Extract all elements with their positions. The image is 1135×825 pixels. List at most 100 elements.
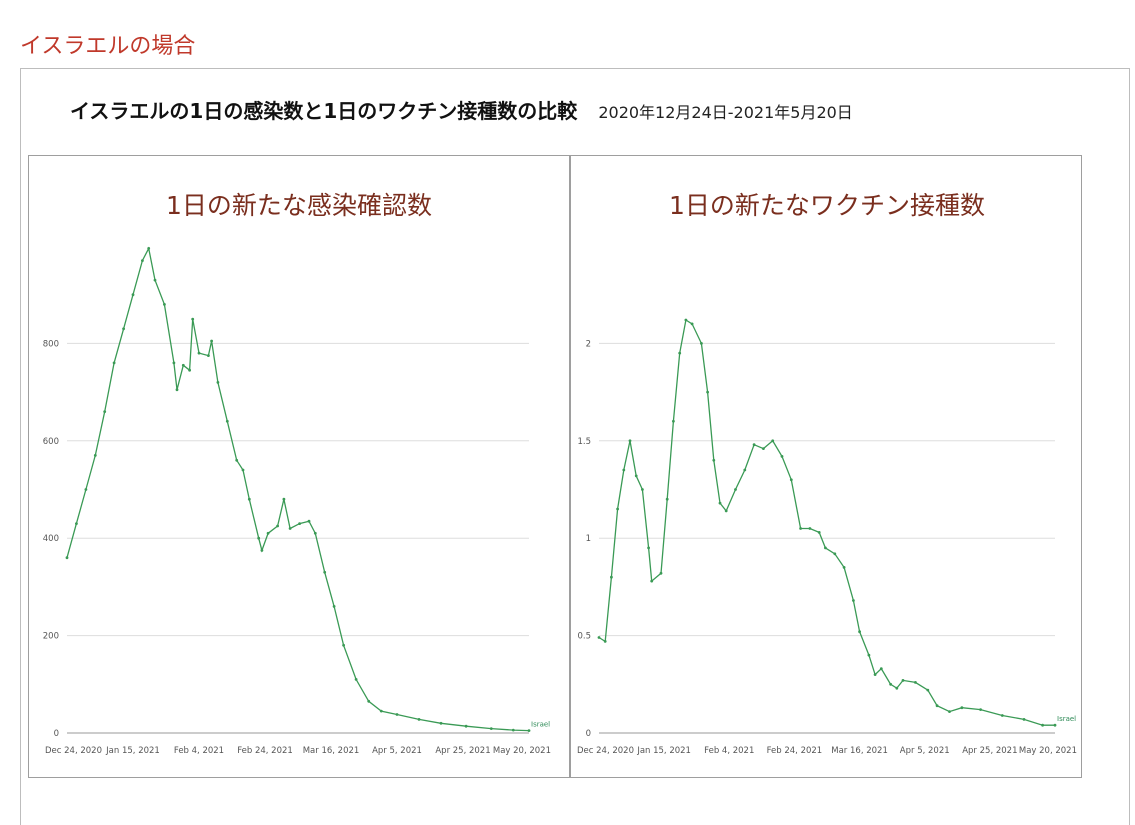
cases-data-point [207,354,210,357]
vaccine-data-point [780,455,784,458]
cases-x-tick-label: Apr 5, 2021 [372,746,422,756]
vaccine-x-tick-label: Jan 15, 2021 [636,746,691,756]
vaccine-data-point [852,599,855,602]
cases-chart-panel: 1日の新たな感染確認数 0 200 400 600 800 Dec 24, 2020 Jan… [29,156,569,777]
vaccine-y-tick-label: 0.5 [577,632,591,642]
vaccine-data-point [650,579,654,583]
vaccine-data-point [842,566,846,569]
cases-data-point [65,556,69,560]
vaccine-data-point [771,439,775,443]
vaccine-data-point [672,419,675,423]
cases-data-point [112,361,116,365]
vaccine-x-tick-label: Apr 5, 2021 [900,746,950,756]
vaccine-data-point [665,497,669,501]
cases-chart-svg: 0 200 400 600 800 Dec 24, 2020 Jan 15, 2021 Feb… [43,246,551,756]
vaccine-x-tick-label: Apr 25, 2021 [962,746,1017,756]
cases-data-point [276,524,279,528]
vaccine-data-point [610,575,613,579]
cases-y-tick-label: 200 [43,632,59,642]
page-heading: イスラエルの場合 [20,34,196,59]
cases-data-point [439,721,443,725]
cases-data-point [307,519,311,523]
vaccine-data-point [1041,723,1044,727]
cases-data-point [342,643,345,647]
vaccine-series-line [598,318,1055,726]
cases-data-point [247,497,251,501]
cases-data-point [260,549,264,552]
cases-data-point [93,454,97,457]
figure-date-range: 2020年12月24日-2021年5月20日 [598,103,853,122]
vaccine-series-label: Israel [1057,715,1076,723]
cases-data-point [84,488,88,491]
vaccine-data-point [597,636,601,639]
vaccine-data-point [799,527,802,530]
vaccine-data-point [926,688,930,692]
cases-x-tick-label: Dec 24, 2020 [45,746,102,756]
vaccine-data-point [948,710,951,713]
cases-chart-title: 1日の新たな感染確認数 [166,191,432,220]
cases-y-tick-label: 0 [54,729,59,739]
cases-x-tick-label: Jan 15, 2021 [105,746,160,756]
cases-data-point [257,536,261,540]
vaccine-y-tick-label: 0 [586,729,591,739]
chart-panels: 1日の新たな感染確認数 0 200 400 600 800 Dec 24, 2020 Jan… [28,155,1082,778]
cases-x-tick-label: May 20, 2021 [493,746,551,756]
cases-data-point [298,522,301,525]
cases-data-point [235,458,239,462]
cases-data-point [122,327,125,331]
vaccine-x-tick-label: Mar 16, 2021 [831,746,888,756]
vaccine-data-point [641,488,644,491]
cases-data-point [216,381,220,384]
vaccine-data-point [616,507,619,511]
vaccine-data-point [762,447,765,450]
vaccine-y-tick-label: 1.5 [577,437,591,447]
cases-data-point [241,468,245,472]
vaccine-data-point [734,488,737,491]
vaccine-data-point [789,478,793,482]
cases-series-line [66,246,530,732]
cases-data-point [163,303,166,306]
vaccine-data-point [690,322,694,326]
figure-title: イスラエルの1日の感染数と1日のワクチン接種数の比較 [70,99,578,123]
vaccine-data-point [808,527,812,530]
cases-data-point [323,570,327,574]
vaccine-data-point [879,667,883,671]
cases-data-point [188,368,192,372]
vaccine-data-point [895,686,899,690]
vaccine-data-point [628,439,632,443]
vaccine-data-point [935,704,939,708]
cases-data-point [175,388,179,392]
vaccine-chart-title: 1日の新たなワクチン接種数 [669,191,985,220]
vaccine-data-point [684,318,688,322]
vaccine-data-point [752,443,756,447]
cases-y-tick-label: 600 [43,437,59,447]
figure-frame [20,68,1130,825]
vaccine-data-point [1022,718,1026,721]
vaccine-data-point [743,468,747,472]
cases-data-point [282,497,286,501]
cases-x-tick-label: Mar 16, 2021 [303,746,360,756]
cases-y-tick-label: 400 [43,534,59,544]
vaccine-data-point [659,571,663,575]
cases-data-point [197,351,201,355]
vaccine-data-point [858,630,861,634]
vaccine-data-point [622,468,626,472]
vaccine-data-point [873,673,877,676]
cases-data-point [288,527,292,530]
cases-data-point [141,259,144,262]
cases-data-point [417,718,421,721]
cases-data-point [147,247,151,250]
vaccine-data-point [1053,723,1057,727]
cases-data-point [464,724,468,728]
vaccine-data-point [960,706,964,710]
cases-x-tick-label: Feb 24, 2021 [237,746,293,756]
cases-series-label: Israel [531,721,550,729]
vaccine-y-tick-label: 2 [586,339,591,349]
cases-x-tick-label: Apr 25, 2021 [435,746,490,756]
figure-title-row: イスラエルの1日の感染数と1日のワクチン接種数の比較 2020年12月24日-2… [70,95,853,124]
cases-data-point [181,363,185,367]
cases-data-point [379,709,383,713]
vaccine-chart-svg: 0 0.5 1 1.5 2 Dec 24, 2020 Jan 15, 2021 Feb 4, … [577,318,1077,756]
vaccine-data-point [706,390,709,394]
cases-data-point [395,713,399,716]
